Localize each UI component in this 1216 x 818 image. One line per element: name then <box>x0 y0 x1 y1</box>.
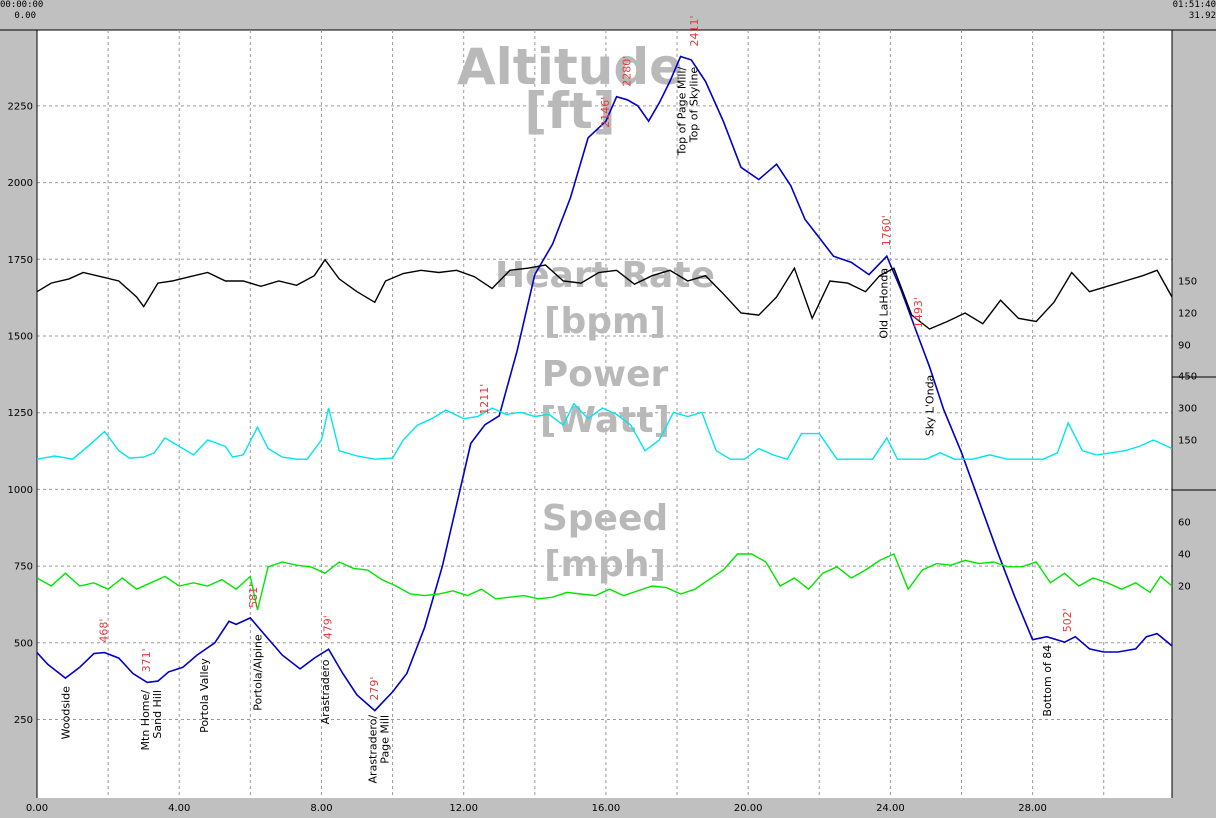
x-tick-label: 24.00 <box>876 803 905 814</box>
altitude-title-line: [ft] <box>524 82 615 140</box>
altitude-value-label: 502' <box>1061 608 1074 632</box>
end-distance: 31.92 <box>1188 11 1216 21</box>
speed-tick-label: 60 <box>1178 518 1191 529</box>
altitude-tick-label: 2000 <box>8 178 33 189</box>
x-tick-label: 16.00 <box>592 803 621 814</box>
place-label: Arastradero <box>319 659 332 724</box>
speed-series-line <box>36 553 1173 611</box>
altitude-series-line <box>36 55 1173 712</box>
start-distance: 0.00 <box>14 11 36 21</box>
start-time: 00:00:00 <box>0 0 44 10</box>
end-time: 01:51:40 <box>1172 0 1216 10</box>
place-label: Sky L'Onda <box>924 375 937 436</box>
power-title-line: Power <box>542 354 669 395</box>
altitude-value-label: 2411' <box>688 15 701 46</box>
place-label: Portola/Alpine <box>252 634 265 711</box>
place-label: Old LaHonda <box>877 268 890 339</box>
altitude-tick-label: 1250 <box>8 408 33 419</box>
x-tick-label: 8.00 <box>310 803 332 814</box>
place-label: Sand Hill <box>151 690 164 739</box>
plot-area <box>37 30 1172 798</box>
heart_rate-tick-label: 150 <box>1178 277 1197 288</box>
altitude-tick-label: 1750 <box>8 255 33 266</box>
x-tick-label: 20.00 <box>734 803 763 814</box>
altitude-value-label: 479' <box>322 615 335 639</box>
altitude-value-label: 2146' <box>599 97 612 128</box>
heart_rate-series-line <box>36 258 1173 330</box>
power-series-line <box>36 402 1173 461</box>
place-label: Mtn Home/ <box>139 690 152 751</box>
place-label: Bottom of 84 <box>1041 645 1054 717</box>
place-label: Woodside <box>59 686 72 739</box>
altitude-value-label: 1760' <box>880 215 893 246</box>
place-label: Arastradero/ <box>366 715 379 784</box>
altitude-tick-label: 250 <box>14 715 33 726</box>
speed-tick-label: 40 <box>1178 550 1191 561</box>
altitude-tick-label: 2250 <box>8 101 33 112</box>
end-readout: 01:51:40 31.92 <box>1172 0 1216 22</box>
x-tick-label: 4.00 <box>168 803 190 814</box>
x-tick-label: 12.00 <box>449 803 478 814</box>
speed-tick-label: 20 <box>1178 582 1191 593</box>
power-tick-label: 300 <box>1178 404 1197 415</box>
altitude-value-label: 1211' <box>478 384 491 415</box>
heart_rate-tick-label: 90 <box>1178 341 1191 352</box>
place-label: Top of Skyline <box>688 67 701 144</box>
heart_rate-title-line: Heart Rate <box>495 255 715 296</box>
power-title-line: [Watt] <box>540 400 670 441</box>
heart_rate-title-line: [bpm] <box>544 301 666 342</box>
power-tick-label: 450 <box>1178 372 1197 383</box>
altitude-value-label: 468' <box>98 619 111 643</box>
x-tick-label: 28.00 <box>1018 803 1047 814</box>
heart_rate-tick-label: 120 <box>1178 309 1197 320</box>
speed-title-line: Speed <box>542 498 668 539</box>
altitude-value-label: 1493' <box>912 297 925 328</box>
altitude-tick-label: 500 <box>14 638 33 649</box>
altitude-tick-label: 750 <box>14 562 33 573</box>
altitude-tick-label: 1500 <box>8 332 33 343</box>
altitude-tick-label: 1000 <box>8 485 33 496</box>
place-label: Portola Valley <box>198 658 211 733</box>
altitude-value-label: 371' <box>140 648 153 672</box>
x-tick-label: 0.00 <box>26 803 48 814</box>
altitude-title-line: Altitude <box>457 38 683 96</box>
power-tick-label: 150 <box>1178 436 1197 447</box>
place-label: Top of Page Mill/ <box>676 67 689 157</box>
speed-title-line: [mph] <box>544 544 666 585</box>
altitude-value-label: 279' <box>368 677 381 701</box>
start-readout: 00:00:00 0.00 <box>0 0 44 22</box>
altitude-value-label: 2280' <box>620 56 633 87</box>
altitude-value-label: 581' <box>247 584 260 608</box>
place-label: Page Mill <box>378 715 391 764</box>
